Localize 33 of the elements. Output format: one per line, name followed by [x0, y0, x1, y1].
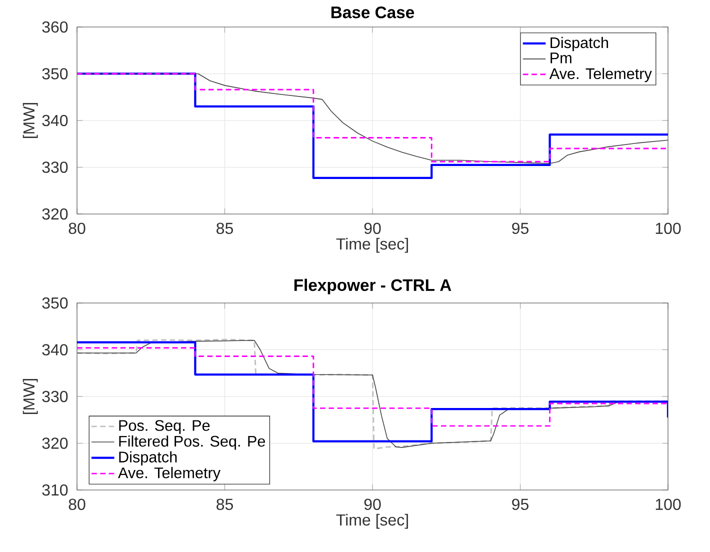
y-tick-label: 330 [42, 162, 68, 173]
y-tick-label: 330 [42, 390, 68, 402]
x-tick-label: 85 [216, 498, 233, 510]
y-axis-title: [MW] [22, 102, 38, 138]
y-tick-label: 320 [42, 208, 68, 220]
x-tick-label: 85 [216, 222, 233, 234]
legend-label: Dispatch [119, 451, 177, 466]
chart-title: Base Case [331, 6, 414, 18]
legend-label: Pm [550, 52, 572, 64]
legend-label: Filtered Pos. Seq. Pe [119, 435, 266, 450]
y-axis-title: [MW] [22, 378, 38, 414]
x-tick-label: 100 [656, 498, 681, 510]
x-tick-label: 100 [656, 222, 681, 234]
legend-label: Dispatch [550, 36, 608, 52]
x-axis-title: Time [sec] [336, 238, 408, 253]
legend-label: Ave. Telemetry [118, 467, 221, 482]
y-tick-label: 360 [42, 21, 68, 33]
x-tick-label: 90 [364, 222, 381, 234]
x-tick-label: 95 [512, 222, 528, 234]
y-tick-label: 340 [42, 344, 68, 356]
x-tick-label: 95 [512, 498, 528, 510]
x-axis-title: Time [sec] [336, 514, 408, 529]
x-tick-label: 80 [68, 222, 86, 234]
y-tick-label: 340 [42, 114, 68, 126]
legend-label: Pos. Seq. Pe [119, 420, 210, 434]
y-tick-label: 320 [42, 438, 68, 449]
y-tick-label: 310 [42, 484, 68, 496]
chart-title: Flexpower - CTRL A [294, 278, 452, 294]
y-tick-label: 350 [42, 68, 68, 80]
x-tick-label: 90 [364, 498, 381, 510]
y-tick-label: 350 [42, 297, 68, 309]
x-tick-label: 80 [68, 498, 86, 510]
legend-label: Ave. Telemetry [549, 68, 652, 82]
